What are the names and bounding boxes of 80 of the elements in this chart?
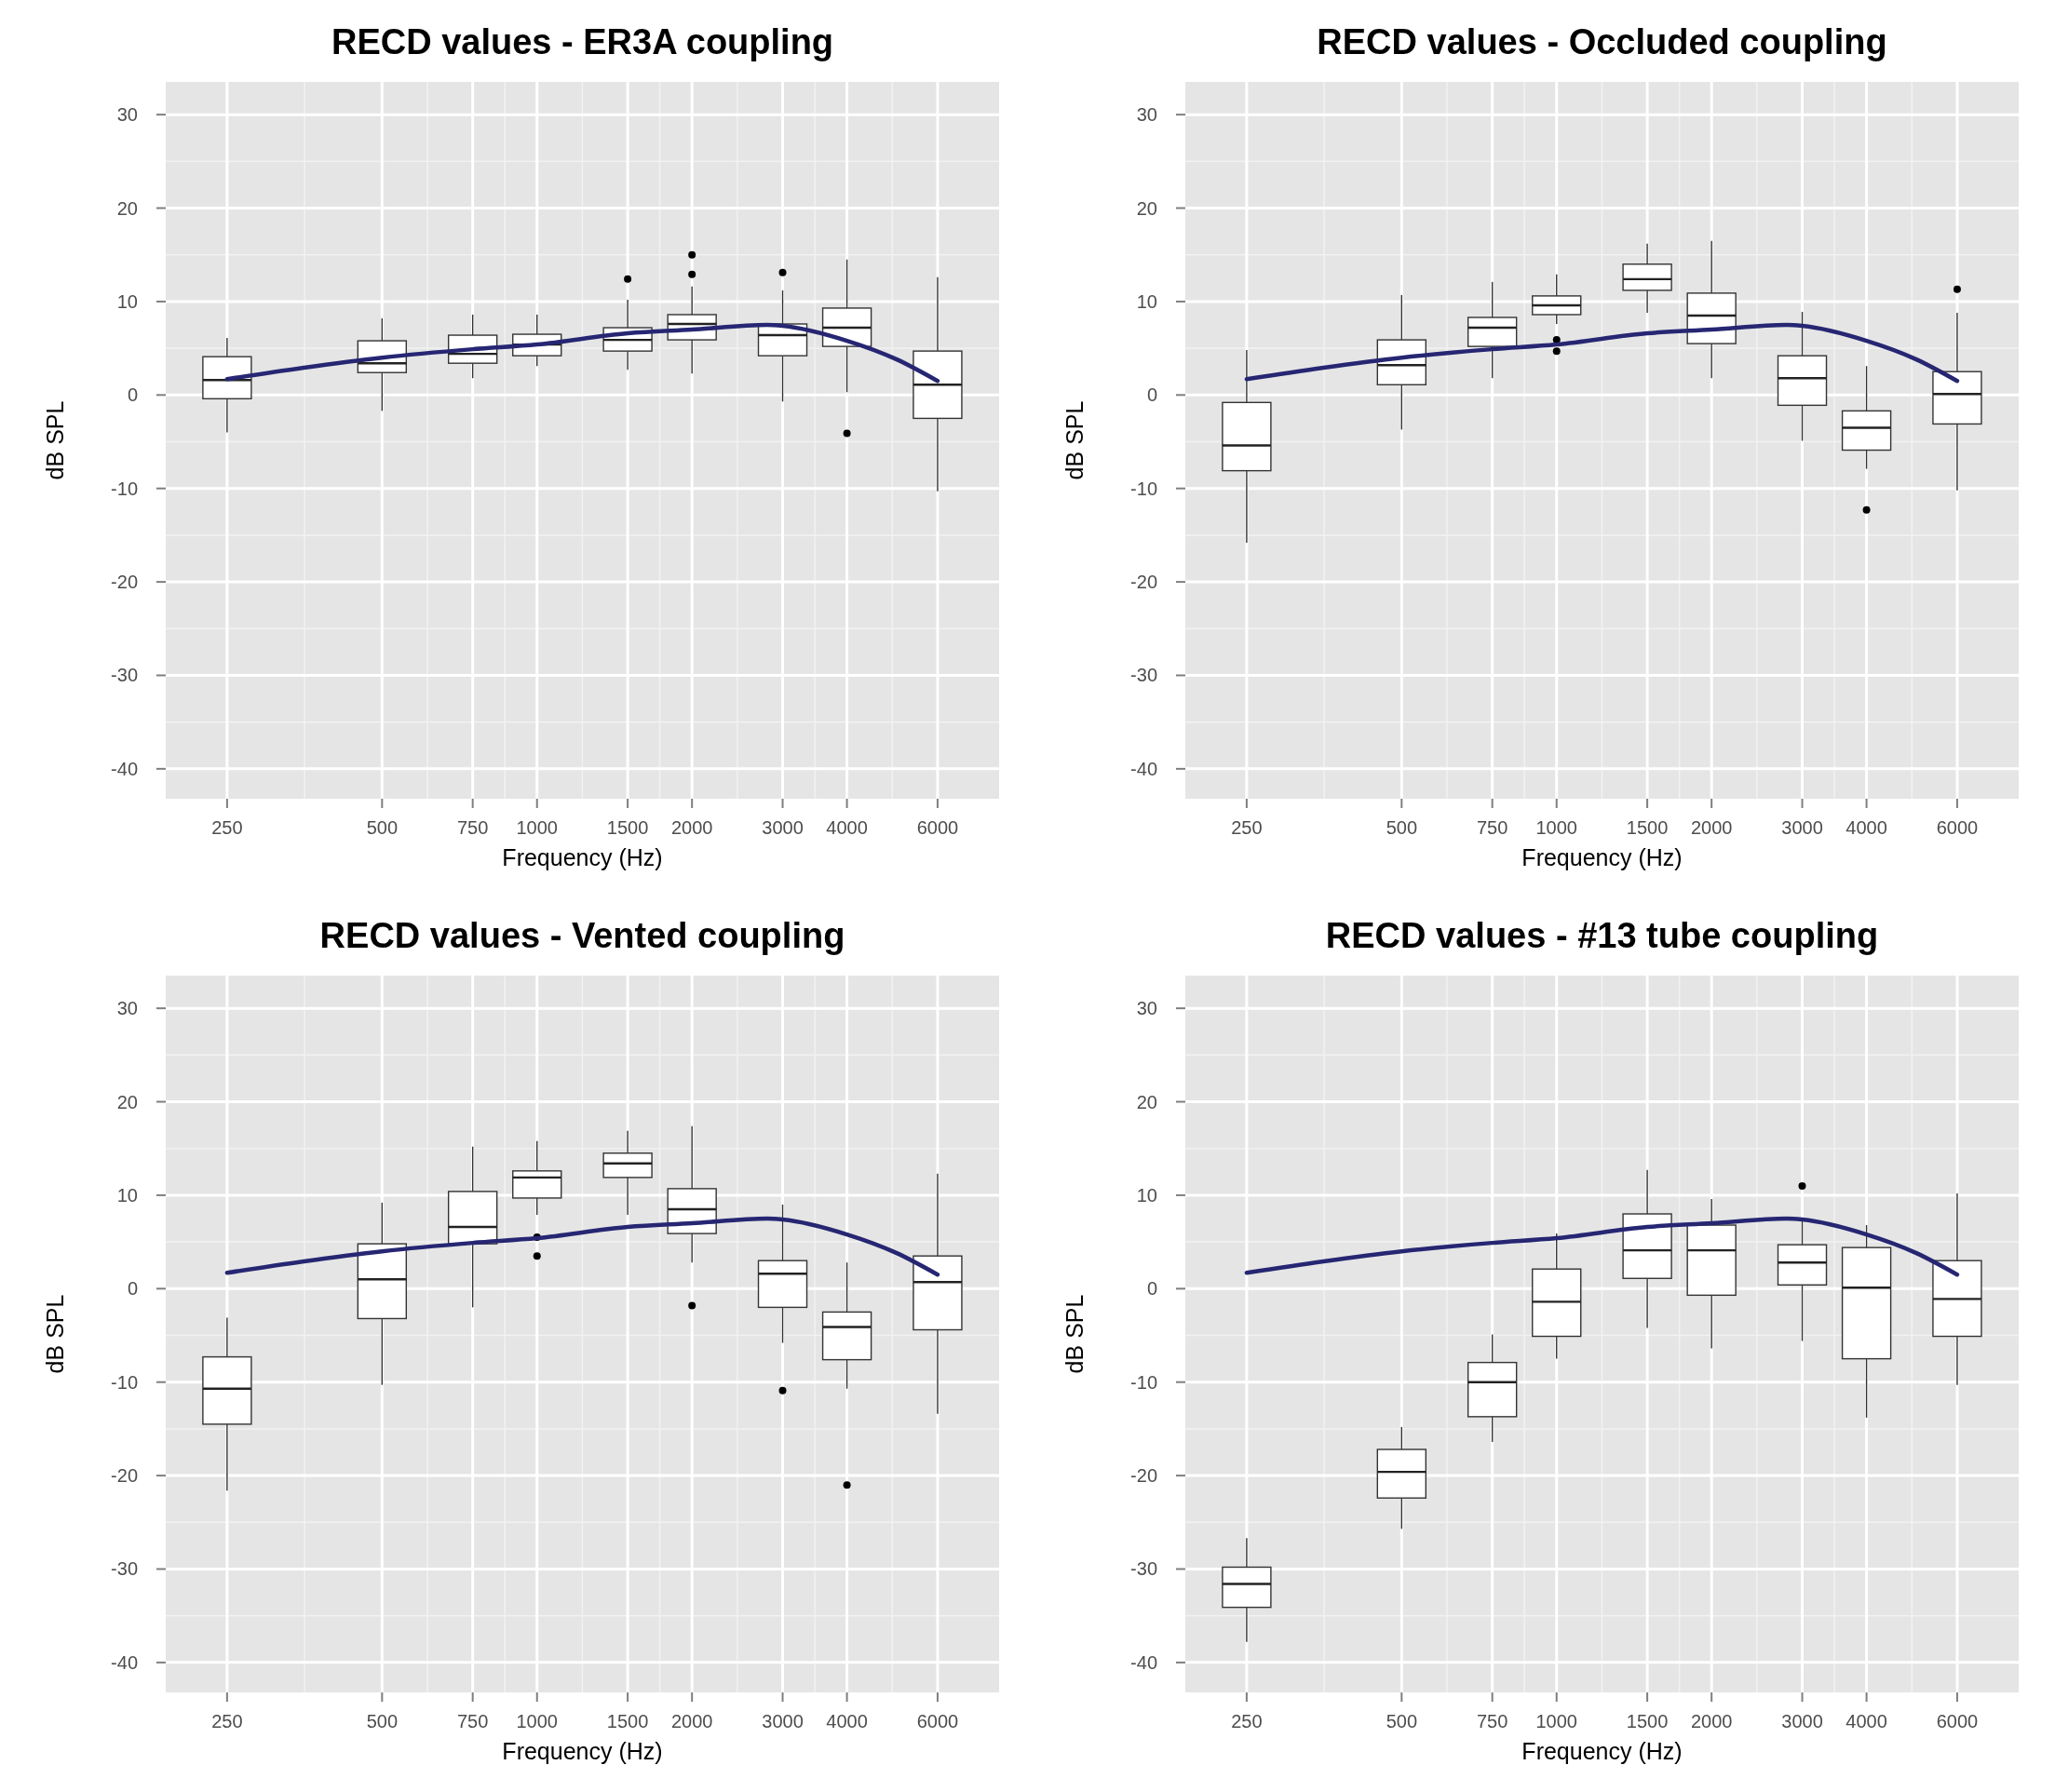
y-tick-label: -30: [1130, 665, 1157, 686]
y-tick-label: 10: [1136, 1184, 1157, 1206]
y-tick-label: -40: [111, 1651, 138, 1673]
chart-title: RECD values - #13 tube coupling: [1325, 916, 1879, 955]
x-tick-label: 250: [1231, 817, 1263, 838]
x-tick-label: 6000: [916, 817, 959, 838]
y-tick-label: -20: [111, 1465, 138, 1487]
y-tick-label: 20: [116, 1091, 138, 1112]
x-tick-label: 1500: [1626, 1711, 1669, 1731]
y-axis-title: dB SPL: [42, 1294, 68, 1374]
x-tick-label: 750: [1476, 817, 1508, 838]
x-tick-label: 1000: [516, 1711, 558, 1731]
x-tick-label: 4000: [1845, 817, 1887, 838]
x-tick-label: 250: [211, 817, 243, 838]
x-tick-label: 2000: [1690, 1711, 1733, 1731]
y-tick-label: -30: [111, 665, 138, 686]
y-tick-label: 30: [1136, 104, 1157, 126]
x-tick-label: 1000: [1535, 1711, 1577, 1731]
x-tick-label: 6000: [916, 1711, 959, 1731]
y-tick-label: -20: [1130, 572, 1157, 593]
y-tick-label: 0: [127, 1278, 138, 1300]
x-tick-label: 500: [1386, 817, 1418, 838]
x-tick-label: 4000: [826, 817, 868, 838]
y-axis-title: dB SPL: [42, 400, 68, 480]
y-tick-label: 10: [116, 1184, 138, 1206]
x-tick-label: 750: [456, 817, 489, 838]
y-axis-title: dB SPL: [1061, 1294, 1088, 1374]
x-tick-label: 2000: [670, 817, 713, 838]
y-tick-label: 0: [1146, 384, 1157, 406]
y-tick-label: -10: [1130, 478, 1157, 499]
y-tick-label: 20: [116, 197, 138, 219]
x-tick-label: 750: [1476, 1711, 1508, 1731]
x-tick-label: 2000: [1690, 817, 1733, 838]
x-axis-title: Frequency (Hz): [502, 1738, 663, 1764]
y-tick-label: 10: [116, 290, 138, 312]
chart-title: RECD values - Occluded coupling: [1317, 22, 1887, 61]
y-tick-label: -40: [111, 758, 138, 779]
y-tick-label: -10: [111, 478, 138, 499]
x-tick-label: 250: [211, 1711, 243, 1731]
x-tick-label: 4000: [1845, 1711, 1887, 1731]
x-tick-label: 4000: [826, 1711, 868, 1731]
y-tick-label: 0: [127, 384, 138, 406]
x-tick-label: 6000: [1936, 817, 1979, 838]
y-axis-title: dB SPL: [1061, 400, 1088, 480]
y-tick-label: 30: [116, 998, 138, 1019]
y-tick-label: -20: [1130, 1465, 1157, 1487]
x-tick-label: 6000: [1936, 1711, 1979, 1731]
y-tick-label: -30: [111, 1558, 138, 1580]
x-tick-label: 500: [366, 817, 399, 838]
x-tick-label: 1500: [606, 1711, 649, 1731]
y-tick-label: 10: [1136, 290, 1157, 312]
y-tick-label: -10: [1130, 1371, 1157, 1393]
x-tick-label: 3000: [1781, 817, 1823, 838]
x-tick-label: 3000: [762, 817, 804, 838]
x-tick-label: 500: [366, 1711, 399, 1731]
x-tick-label: 1000: [1535, 817, 1577, 838]
x-tick-label: 1500: [1626, 817, 1669, 838]
x-tick-label: 1000: [516, 817, 558, 838]
y-tick-label: -20: [111, 572, 138, 593]
x-tick-label: 3000: [762, 1711, 804, 1731]
x-tick-label: 1500: [606, 817, 649, 838]
x-tick-label: 750: [456, 1711, 489, 1731]
y-tick-label: 30: [116, 104, 138, 126]
y-tick-label: 20: [1136, 1091, 1157, 1112]
y-tick-label: -30: [1130, 1558, 1157, 1580]
y-tick-label: -40: [1130, 1651, 1157, 1673]
x-axis-title: Frequency (Hz): [1521, 1738, 1683, 1764]
x-tick-label: 3000: [1781, 1711, 1823, 1731]
x-tick-label: 2000: [670, 1711, 713, 1731]
x-tick-label: 500: [1386, 1711, 1418, 1731]
x-axis-title: Frequency (Hz): [502, 844, 663, 870]
chart-title: RECD values - ER3A coupling: [331, 22, 834, 61]
x-tick-label: 250: [1231, 1711, 1263, 1731]
y-tick-label: 0: [1146, 1278, 1157, 1300]
y-tick-label: -40: [1130, 758, 1157, 779]
y-tick-label: -10: [111, 1371, 138, 1393]
chart-title: RECD values - Vented coupling: [319, 916, 845, 955]
y-tick-label: 30: [1136, 998, 1157, 1019]
y-tick-label: 20: [1136, 197, 1157, 219]
x-axis-title: Frequency (Hz): [1521, 844, 1683, 870]
